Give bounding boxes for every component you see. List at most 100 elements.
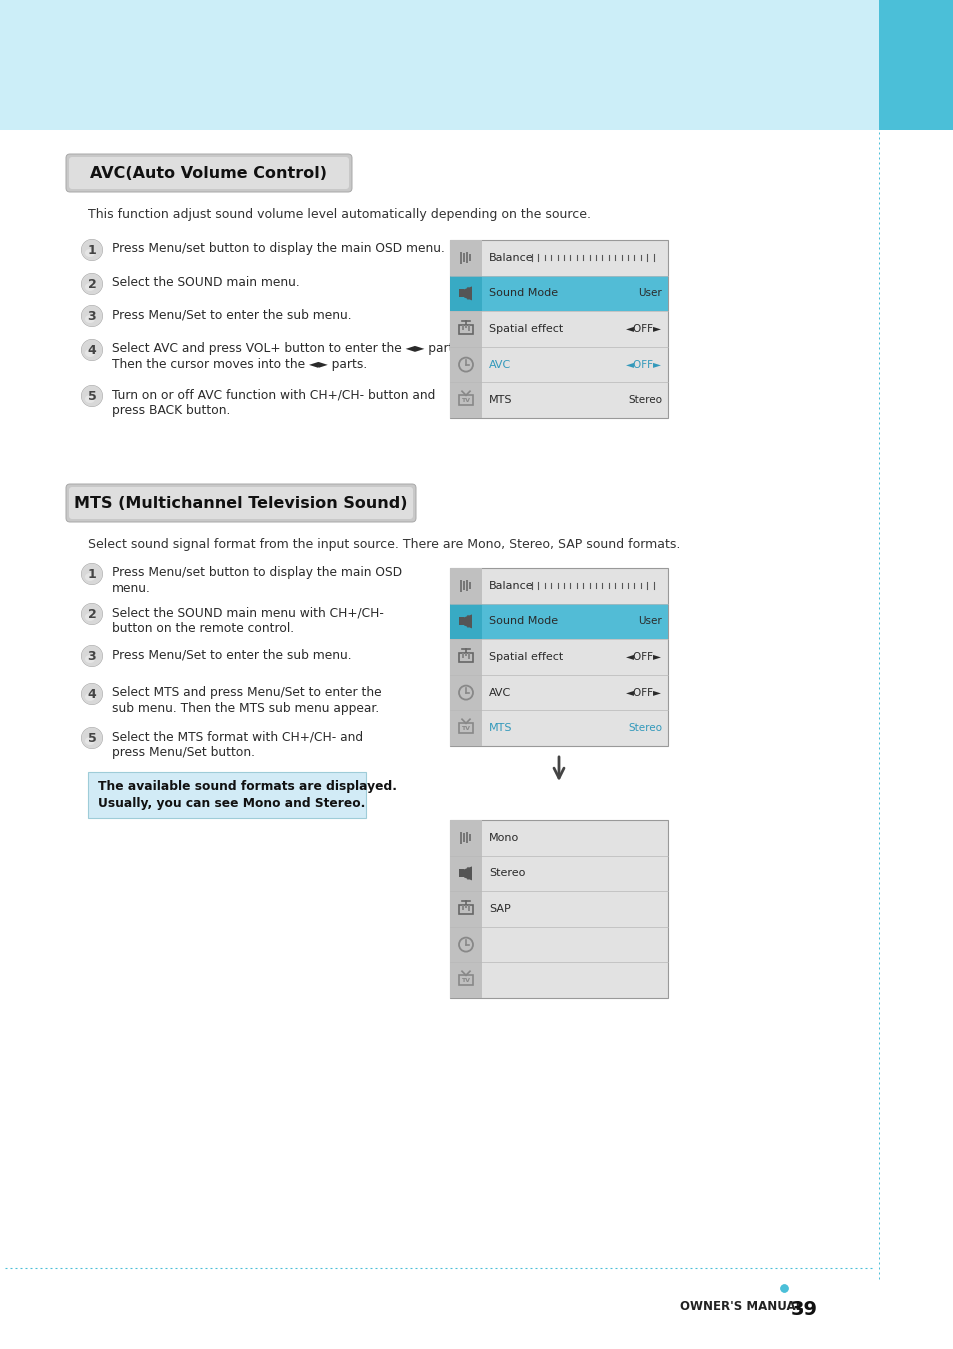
Text: 3: 3 xyxy=(88,649,96,662)
Bar xyxy=(450,568,667,746)
Ellipse shape xyxy=(85,573,95,581)
Text: Select the SOUND main menu.: Select the SOUND main menu. xyxy=(112,277,299,289)
Ellipse shape xyxy=(85,612,95,621)
Text: Press Menu/Set to enter the sub menu.: Press Menu/Set to enter the sub menu. xyxy=(112,308,352,321)
Text: ◄OFF►: ◄OFF► xyxy=(625,360,661,370)
Ellipse shape xyxy=(81,239,103,260)
Text: 4: 4 xyxy=(88,688,96,700)
Bar xyxy=(450,603,667,639)
Text: 1: 1 xyxy=(88,244,96,256)
Ellipse shape xyxy=(81,603,103,625)
Text: Balance: Balance xyxy=(489,252,533,263)
Text: Sound Mode: Sound Mode xyxy=(489,289,558,298)
Bar xyxy=(450,275,667,312)
Ellipse shape xyxy=(81,305,102,326)
Bar xyxy=(458,869,463,877)
Text: Turn on or off AVC function with CH+/CH- button and: Turn on or off AVC function with CH+/CH-… xyxy=(112,389,435,401)
Ellipse shape xyxy=(85,737,95,745)
Text: Usually, you can see Mono and Stereo.: Usually, you can see Mono and Stereo. xyxy=(98,797,365,809)
Bar xyxy=(469,583,471,590)
Ellipse shape xyxy=(81,683,103,706)
Ellipse shape xyxy=(81,340,102,360)
Bar xyxy=(459,832,461,844)
Bar xyxy=(465,580,468,591)
Bar xyxy=(469,834,471,842)
Text: button on the remote control.: button on the remote control. xyxy=(112,622,294,635)
Text: Balance: Balance xyxy=(489,581,533,591)
Polygon shape xyxy=(463,866,472,881)
Text: User: User xyxy=(638,289,661,298)
Text: Select AVC and press VOL+ button to enter the ◄► parts.: Select AVC and press VOL+ button to ente… xyxy=(112,343,463,355)
Text: 39: 39 xyxy=(790,1300,817,1319)
Ellipse shape xyxy=(85,250,95,258)
Bar xyxy=(450,240,667,418)
Text: Press Menu/Set to enter the sub menu.: Press Menu/Set to enter the sub menu. xyxy=(112,648,352,661)
Bar xyxy=(450,240,481,418)
Text: ◄OFF►: ◄OFF► xyxy=(625,652,661,662)
Bar xyxy=(462,581,464,591)
Text: AVC: AVC xyxy=(489,688,511,697)
Ellipse shape xyxy=(81,563,103,585)
Text: Select MTS and press Menu/Set to enter the: Select MTS and press Menu/Set to enter t… xyxy=(112,687,381,699)
FancyBboxPatch shape xyxy=(69,487,413,519)
Bar xyxy=(459,580,461,592)
Text: TV: TV xyxy=(461,398,470,403)
Text: User: User xyxy=(638,616,661,626)
Ellipse shape xyxy=(81,386,102,406)
Bar xyxy=(458,905,473,915)
Bar xyxy=(458,325,473,335)
Bar xyxy=(450,603,481,639)
Bar xyxy=(450,820,481,998)
Bar xyxy=(462,254,464,262)
Text: MTS (Multichannel Television Sound): MTS (Multichannel Television Sound) xyxy=(74,495,407,510)
Ellipse shape xyxy=(81,564,102,584)
Ellipse shape xyxy=(81,645,103,666)
Bar xyxy=(461,325,463,331)
Bar xyxy=(88,772,366,817)
Ellipse shape xyxy=(81,727,102,749)
Ellipse shape xyxy=(85,349,95,357)
Bar xyxy=(464,905,467,908)
Bar xyxy=(468,325,470,331)
Text: MTS: MTS xyxy=(489,723,512,734)
Ellipse shape xyxy=(81,339,103,362)
Bar xyxy=(458,618,463,626)
Text: Then the cursor moves into the ◄► parts.: Then the cursor moves into the ◄► parts. xyxy=(112,357,367,371)
Bar xyxy=(468,905,470,911)
Ellipse shape xyxy=(81,274,102,294)
Ellipse shape xyxy=(85,395,95,403)
Text: This function adjust sound volume level automatically depending on the source.: This function adjust sound volume level … xyxy=(88,208,590,221)
Text: ◄OFF►: ◄OFF► xyxy=(625,688,661,697)
Ellipse shape xyxy=(81,603,102,625)
Text: MTS: MTS xyxy=(489,395,512,405)
Polygon shape xyxy=(463,286,472,301)
Bar xyxy=(468,653,470,660)
Text: 5: 5 xyxy=(88,390,96,402)
Ellipse shape xyxy=(81,684,102,704)
Bar xyxy=(458,395,473,405)
Text: 1: 1 xyxy=(88,568,96,580)
Bar xyxy=(464,653,467,656)
Bar xyxy=(450,275,481,312)
Ellipse shape xyxy=(81,646,102,666)
Text: Mono: Mono xyxy=(489,832,518,843)
Bar xyxy=(465,252,468,263)
Bar xyxy=(469,255,471,262)
Bar xyxy=(465,832,468,843)
Ellipse shape xyxy=(85,283,95,291)
Text: SAP: SAP xyxy=(489,904,510,915)
Text: press BACK button.: press BACK button. xyxy=(112,403,230,417)
Text: Spatial effect: Spatial effect xyxy=(489,652,562,662)
Text: The available sound formats are displayed.: The available sound formats are displaye… xyxy=(98,780,396,793)
Text: Press Menu/set button to display the main OSD menu.: Press Menu/set button to display the mai… xyxy=(112,241,444,255)
Bar xyxy=(458,723,473,734)
Text: Spatial effect: Spatial effect xyxy=(489,324,562,335)
Bar xyxy=(462,834,464,842)
Text: OWNER'S MANUAL: OWNER'S MANUAL xyxy=(679,1300,802,1313)
Text: 2: 2 xyxy=(88,607,96,621)
Text: Stereo: Stereo xyxy=(627,723,661,734)
FancyBboxPatch shape xyxy=(66,484,416,522)
Text: press Menu/Set button.: press Menu/Set button. xyxy=(112,746,254,759)
Bar xyxy=(458,975,473,985)
Bar xyxy=(450,820,667,998)
